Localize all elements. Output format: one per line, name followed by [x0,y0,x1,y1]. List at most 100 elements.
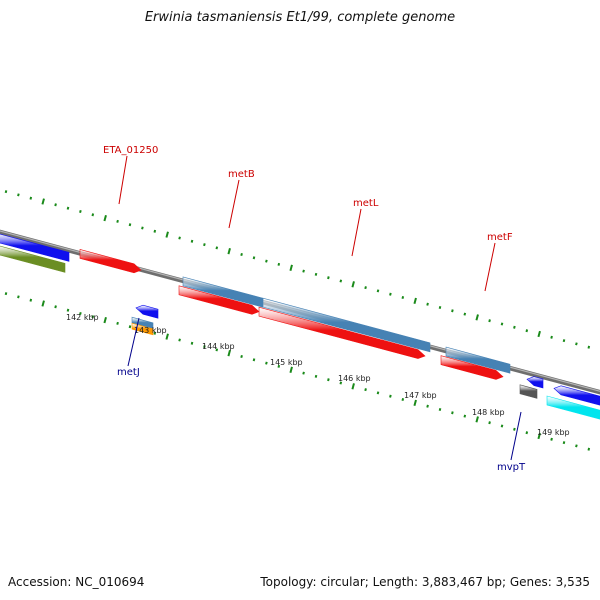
outer-scale-tick [116,219,119,223]
gene-label-mvpt: mvpT [497,462,526,473]
scale-label-148-kbp: 148 kbp [472,408,505,417]
outer-scale-tick [227,248,231,255]
outer-scale-tick [79,209,82,214]
inner-scale-tick [128,325,132,329]
outer-scale-tick [4,190,8,194]
outer-scale-tick [103,214,107,222]
inner-scale-tick [215,348,219,352]
inner-scale-tick [178,338,181,342]
outer-scale-tick [17,193,20,197]
inner-scale-tick [289,366,293,373]
outer-scale-tick [364,286,367,290]
outer-scale-tick [265,259,268,263]
outer-scale-tick [314,272,318,276]
outer-scale-tick [327,276,330,280]
leader-line-eta_01250 [118,155,128,205]
inner-scale-tick [277,364,281,368]
inner-scale-tick [227,350,231,357]
inner-scale-tick [165,333,169,340]
inner-scale-tick [302,371,305,375]
inner-scale-tick [41,300,45,307]
map-title: Erwinia tasmaniensis Et1/99, complete ge… [144,10,456,25]
outer-scale-tick [550,335,553,339]
inner-scale-tick [240,354,243,359]
inner-scale-tick [339,381,343,385]
inner-scale-tick [413,399,417,407]
inner-scale-tick [54,305,57,309]
genome-stats: Topology: circular; Length: 3,883,467 bp… [260,575,590,589]
inner-scale-tick [314,374,318,378]
inner-scale-tick [351,383,355,390]
outer-scale-tick [289,264,293,271]
inner-scale-tick [550,437,553,441]
outer-scale-tick [128,223,132,227]
outer-scale-tick [351,281,355,288]
leader-line-metf [484,242,496,292]
inner-scale-tick [401,397,405,402]
outer-scale-tick [401,295,405,300]
outer-scale-tick [475,314,479,321]
gene-metl [262,297,431,353]
inner-scale-tick [389,394,392,398]
outer-scale-tick [54,203,57,207]
outer-scale-tick [203,243,206,247]
outer-scale-tick [451,309,454,313]
outer-scale-tick [525,329,529,333]
gene-label-metl: metL [353,198,379,209]
inner-scale-tick [190,341,194,345]
inner-scale-tick [463,414,467,418]
outer-scale-tick [413,297,417,305]
gene-right-blue [553,385,600,406]
outer-scale-tick [513,325,516,329]
outer-scale-tick [165,231,169,238]
inner-scale-tick [562,441,566,445]
inner-scale-tick [525,431,529,435]
outer-scale-tick [426,302,429,306]
gene-left-blue [0,233,70,262]
outer-scale-tick [339,279,343,283]
inner-scale-tick [488,421,491,425]
gene-metl-red [258,306,426,359]
outer-scale-tick [500,322,504,326]
gene-eta-01250 [79,249,142,274]
inner-scale-tick [438,407,442,412]
outer-scale-tick [240,252,243,257]
inner-scale-tick [4,292,8,296]
scale-label-145-kbp: 145 kbp [270,358,303,367]
scale-label-142-kbp: 142 kbp [66,313,99,322]
inner-scale-tick [513,427,516,431]
outer-scale-tick [141,226,144,230]
accession-label: Accession: NC_010694 [8,575,145,589]
inner-scale-tick [91,315,95,319]
gene-small-blue-right [526,376,544,389]
leader-line-mvpt [510,411,522,461]
outer-scale-tick [190,239,194,243]
inner-scale-tick [537,432,541,440]
scale-label-146-kbp: 146 kbp [338,374,371,383]
outer-scale-tick [252,256,256,260]
scale-label-149-kbp: 149 kbp [537,428,570,437]
gene-label-metf: metF [487,232,513,243]
gene-label-metb: metB [228,169,255,180]
gene-metj [135,304,159,319]
inner-scale-tick [252,358,256,362]
outer-scale-tick [575,342,578,346]
gene-metb [178,285,260,315]
outer-scale-tick [438,305,442,310]
inner-scale-tick [265,361,268,365]
outer-scale-tick [302,269,305,273]
inner-scale-tick [500,424,504,428]
gene-mvpt [519,384,538,399]
inner-scale-tick [103,316,107,324]
inner-scale-tick [587,447,591,451]
inner-scale-tick [116,321,119,325]
leader-line-metb [228,179,240,229]
inner-scale-tick [66,308,70,312]
scale-label-144-kbp: 144 kbp [202,342,235,351]
outer-scale-tick [91,213,95,217]
inner-scale-tick [153,331,157,335]
inner-scale-tick [327,378,330,382]
gene-left-olive [0,245,66,273]
inner-scale-tick [451,411,454,415]
